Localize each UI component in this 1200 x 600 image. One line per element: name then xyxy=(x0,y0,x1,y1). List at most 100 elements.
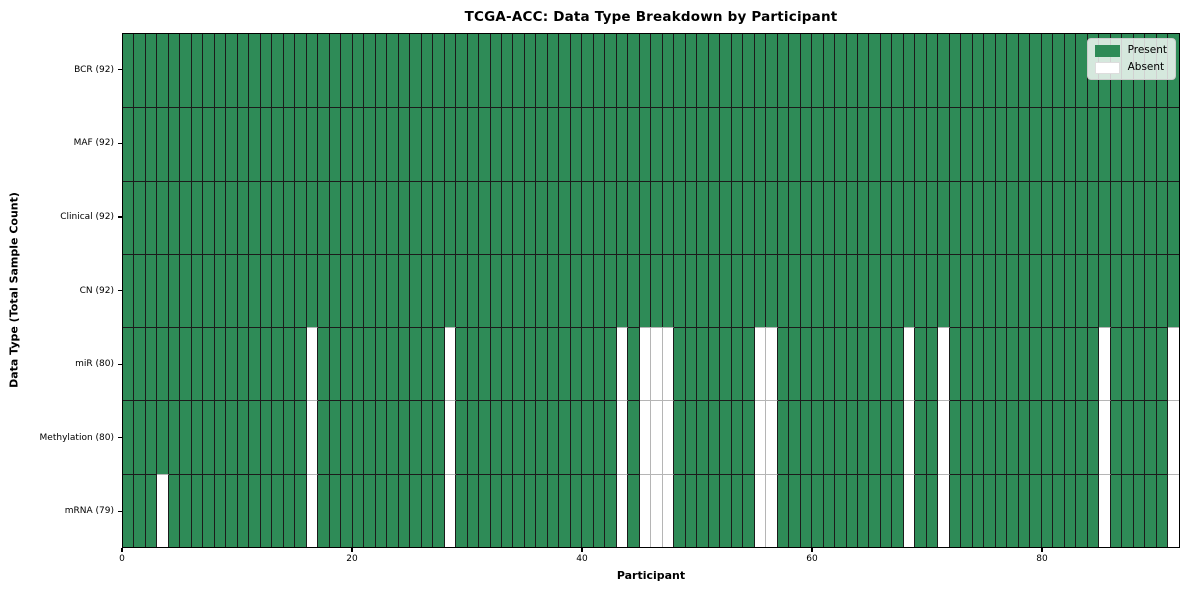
cell-present xyxy=(582,253,594,328)
cell-present xyxy=(375,107,388,181)
cell-present xyxy=(547,400,560,474)
cell-present xyxy=(639,253,652,328)
cell-present xyxy=(1064,180,1077,254)
cell-present xyxy=(1110,400,1123,474)
cell-present xyxy=(628,180,640,254)
x-tick-mark xyxy=(581,548,583,552)
cell-present xyxy=(570,473,583,547)
cell-present xyxy=(995,253,1008,328)
cell-present xyxy=(260,180,273,254)
cell-present xyxy=(743,400,755,474)
cell-present xyxy=(421,253,434,328)
cell-present xyxy=(949,473,962,547)
cell-present xyxy=(777,180,790,254)
cell-present xyxy=(949,180,962,254)
cell-present xyxy=(214,180,227,254)
cell-present xyxy=(938,107,950,181)
cell-present xyxy=(835,473,847,547)
cell-present xyxy=(949,327,962,401)
cell-present xyxy=(651,107,663,181)
cell-present xyxy=(559,107,571,181)
x-tick-label: 20 xyxy=(346,554,358,564)
cell-present xyxy=(145,473,158,547)
cell-present xyxy=(1099,253,1111,328)
cell-absent xyxy=(938,400,950,474)
cell-present xyxy=(237,180,250,254)
cell-present xyxy=(731,34,744,108)
cell-present xyxy=(1087,253,1100,328)
cell-present xyxy=(593,107,606,181)
cell-present xyxy=(410,180,422,254)
cell-present xyxy=(387,34,399,108)
cell-present xyxy=(880,107,893,181)
cell-present xyxy=(1030,107,1042,181)
cell-present xyxy=(869,327,881,401)
cell-present xyxy=(892,473,904,547)
cell-present xyxy=(364,34,376,108)
cell-present xyxy=(708,327,721,401)
cell-present xyxy=(674,180,686,254)
cell-present xyxy=(674,400,686,474)
cell-present xyxy=(123,400,135,474)
cell-present xyxy=(812,400,824,474)
cell-present xyxy=(984,180,996,254)
cell-present xyxy=(1018,180,1031,254)
cell-present xyxy=(812,253,824,328)
cell-present xyxy=(812,107,824,181)
cell-present xyxy=(145,107,158,181)
cell-absent xyxy=(157,473,169,547)
cell-present xyxy=(203,327,215,401)
cell-present xyxy=(513,34,525,108)
cell-present xyxy=(961,34,973,108)
cell-present xyxy=(582,327,594,401)
cell-present xyxy=(1076,34,1088,108)
cell-present xyxy=(639,180,652,254)
cell-present xyxy=(249,180,261,254)
cell-present xyxy=(1087,473,1100,547)
cell-present xyxy=(1064,107,1077,181)
cell-present xyxy=(651,180,663,254)
cell-present xyxy=(835,180,847,254)
cell-present xyxy=(410,253,422,328)
cell-present xyxy=(272,107,284,181)
cell-present xyxy=(341,473,353,547)
cell-present xyxy=(387,253,399,328)
cell-present xyxy=(961,473,973,547)
cell-present xyxy=(1087,107,1100,181)
cell-present xyxy=(237,327,250,401)
cell-present xyxy=(559,34,571,108)
cell-present xyxy=(1110,327,1123,401)
cell-present xyxy=(720,34,732,108)
cell-present xyxy=(926,400,939,474)
cell-present xyxy=(1133,107,1146,181)
cell-present xyxy=(134,473,146,547)
cell-present xyxy=(1156,327,1169,401)
cell-present xyxy=(846,327,858,401)
cell-present xyxy=(203,34,215,108)
cell-present xyxy=(949,107,962,181)
cell-present xyxy=(536,34,548,108)
cell-present xyxy=(559,327,571,401)
cell-present xyxy=(1076,327,1088,401)
cell-absent xyxy=(1099,473,1111,547)
cell-present xyxy=(433,473,445,547)
chart-title: TCGA-ACC: Data Type Breakdown by Partici… xyxy=(464,9,838,25)
cell-present xyxy=(295,180,307,254)
cell-present xyxy=(570,327,583,401)
cell-present xyxy=(754,107,767,181)
x-tick-mark xyxy=(1041,548,1043,552)
cell-present xyxy=(1030,34,1042,108)
cell-present xyxy=(352,34,365,108)
legend-item-absent: Absent xyxy=(1094,61,1167,74)
cell-present xyxy=(984,400,996,474)
cell-present xyxy=(456,34,468,108)
cell-present xyxy=(237,400,250,474)
cell-present xyxy=(858,180,870,254)
cell-present xyxy=(972,180,985,254)
cell-present xyxy=(731,253,744,328)
cell-present xyxy=(410,327,422,401)
cell-present xyxy=(628,107,640,181)
cell-present xyxy=(1099,107,1111,181)
cell-present xyxy=(674,34,686,108)
cell-present xyxy=(800,107,813,181)
